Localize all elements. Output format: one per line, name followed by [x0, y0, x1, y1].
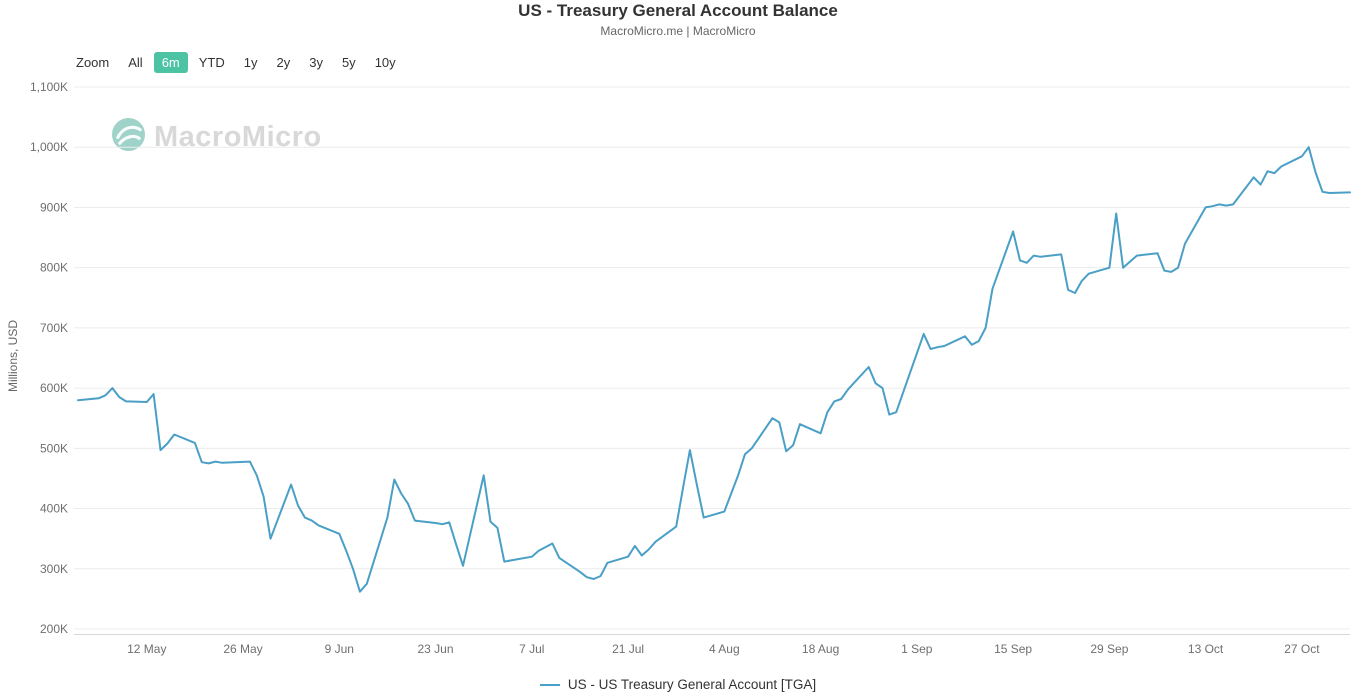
y-tick-label: 200K	[40, 622, 68, 636]
x-tick-label: 1 Sep	[901, 642, 933, 656]
y-tick-label: 900K	[40, 200, 68, 214]
y-tick-label: 1,100K	[30, 80, 68, 94]
zoom-button-ytd[interactable]: YTD	[191, 52, 233, 73]
zoom-button-3y[interactable]: 3y	[301, 52, 331, 73]
zoom-label: Zoom	[76, 55, 110, 70]
macromicro-logo-icon	[111, 117, 146, 157]
x-tick-label: 26 May	[223, 642, 262, 656]
zoom-button-10y[interactable]: 10y	[367, 52, 404, 73]
x-axis-labels: 12 May 26 May 9 Jun 23 Jun 7 Jul 21 Jul 4 Aug 1…	[127, 642, 1320, 656]
y-tick-label: 500K	[40, 441, 68, 455]
series-line-tga[interactable]	[77, 146, 1351, 593]
zoom-button-all[interactable]: All	[120, 52, 150, 73]
y-tick-label: 300K	[40, 562, 68, 576]
x-tick-label: 15 Sep	[994, 642, 1032, 656]
y-tick-label: 1,000K	[30, 140, 68, 154]
y-tick-label: 600K	[40, 381, 68, 395]
x-tick-label: 23 Jun	[417, 642, 453, 656]
x-tick-label: 12 May	[127, 642, 166, 656]
chart-subtitle: MacroMicro.me | MacroMicro	[600, 24, 756, 38]
y-tick-label: 400K	[40, 502, 68, 516]
zoom-toolbar: Zoom All 6m YTD 1y 2y 3y 5y 10y	[76, 52, 404, 73]
zoom-button-5y[interactable]: 5y	[334, 52, 364, 73]
y-tick-label: 800K	[40, 261, 68, 275]
gridlines: 1,100K 1,000K 900K 800K 700K 600K 500K 400K 300K…	[30, 80, 1350, 636]
x-tick-label: 7 Jul	[519, 642, 544, 656]
x-tick-label: 29 Sep	[1090, 642, 1128, 656]
zoom-button-6m[interactable]: 6m	[153, 52, 188, 73]
y-tick-label: 700K	[40, 321, 68, 335]
chart-title: US - Treasury General Account Balance	[518, 1, 838, 20]
x-tick-label: 21 Jul	[612, 642, 644, 656]
x-tick-label: 9 Jun	[325, 642, 354, 656]
x-tick-label: 4 Aug	[709, 642, 740, 656]
zoom-button-1y[interactable]: 1y	[236, 52, 266, 73]
zoom-button-2y[interactable]: 2y	[268, 52, 298, 73]
legend-line-marker	[539, 683, 560, 686]
legend-item-tga[interactable]: US - US Treasury General Account [TGA]	[0, 677, 1356, 692]
x-tick-label: 18 Aug	[802, 642, 839, 656]
x-tick-label: 27 Oct	[1284, 642, 1320, 656]
x-tick-label: 13 Oct	[1188, 642, 1224, 656]
legend-label: US - US Treasury General Account [TGA]	[567, 677, 817, 692]
